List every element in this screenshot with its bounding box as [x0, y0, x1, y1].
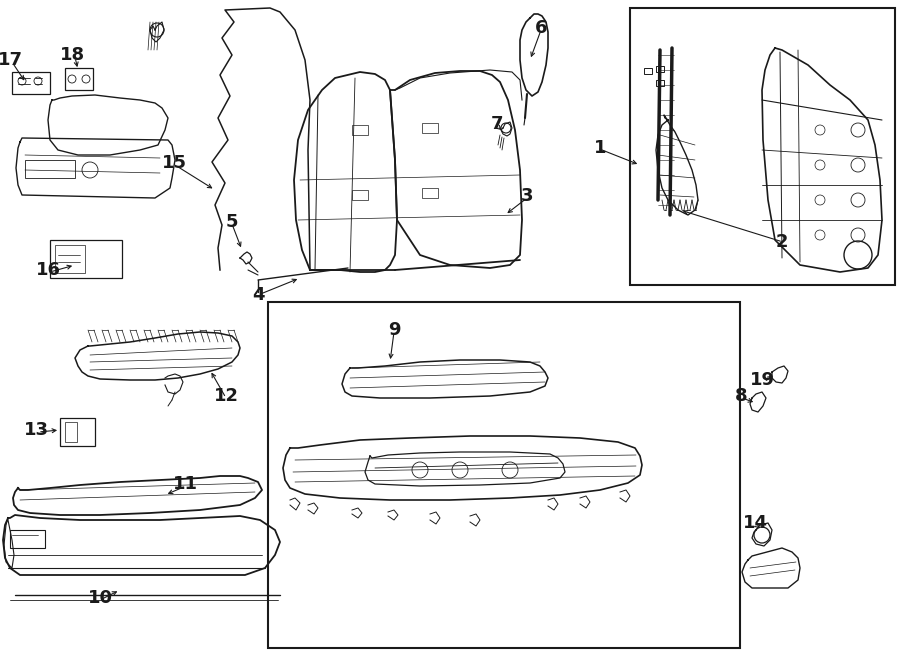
Bar [656, 66, 664, 71]
Text: 3: 3 [521, 187, 533, 205]
Text: 8: 8 [734, 387, 747, 405]
Bar [656, 80, 664, 86]
Text: 10: 10 [87, 589, 112, 607]
Bar [12, 72, 50, 94]
Bar [352, 125, 368, 135]
Bar [60, 418, 95, 446]
Text: 4: 4 [252, 286, 265, 304]
Bar [25, 160, 75, 178]
Bar [65, 68, 93, 90]
Text: 7: 7 [491, 115, 503, 133]
Bar [10, 530, 45, 548]
Bar [422, 188, 438, 198]
Text: 14: 14 [742, 514, 768, 532]
Text: 15: 15 [161, 154, 186, 172]
Text: 5: 5 [226, 213, 239, 231]
Bar [630, 8, 895, 285]
Bar [65, 422, 77, 442]
Text: 1: 1 [594, 139, 607, 157]
Text: 18: 18 [60, 46, 86, 64]
Text: 9: 9 [388, 321, 400, 339]
Text: 11: 11 [173, 475, 197, 493]
Text: 6: 6 [535, 19, 547, 37]
Text: 2: 2 [776, 233, 788, 251]
Text: 17: 17 [0, 51, 22, 69]
Bar [268, 302, 740, 648]
Bar [644, 68, 652, 73]
Bar [352, 190, 368, 200]
Bar [422, 123, 438, 133]
Bar [55, 245, 85, 273]
Text: 12: 12 [213, 387, 238, 405]
Bar [50, 240, 122, 278]
Text: 19: 19 [750, 371, 775, 389]
Text: 16: 16 [35, 261, 60, 279]
Text: 13: 13 [23, 421, 49, 439]
